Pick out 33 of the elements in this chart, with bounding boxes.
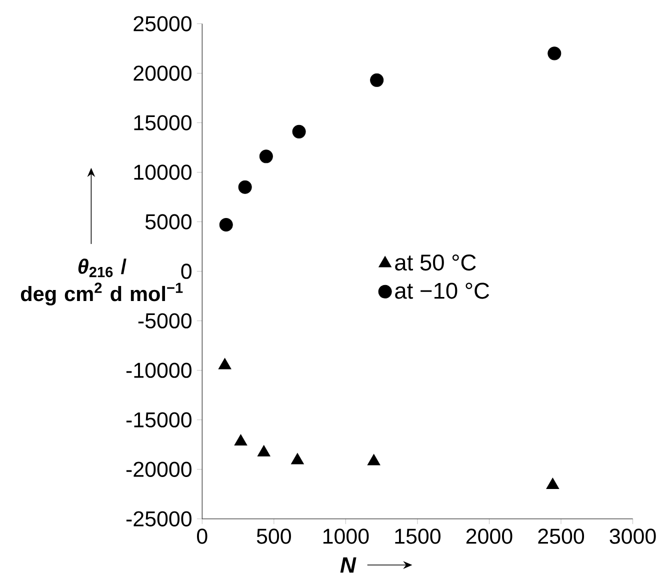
y-tick-label: -20000 bbox=[126, 462, 192, 477]
y-tick-label: 5000 bbox=[145, 214, 192, 230]
point bbox=[290, 452, 304, 464]
x-tick-label: 2500 bbox=[538, 528, 584, 544]
y-tick-label: -10000 bbox=[126, 362, 192, 378]
legend-label: at −10 °C bbox=[395, 282, 490, 299]
point bbox=[548, 46, 562, 60]
x-tick-label: 1000 bbox=[323, 528, 369, 544]
point bbox=[370, 73, 384, 87]
point bbox=[292, 124, 306, 138]
point bbox=[219, 218, 233, 232]
legend-label: at 50 °C bbox=[395, 254, 476, 270]
x-tick-label: 1500 bbox=[395, 528, 440, 544]
y-tick-label: -15000 bbox=[126, 412, 192, 428]
point bbox=[546, 478, 560, 489]
y-tick-label: 25000 bbox=[134, 16, 192, 32]
x-axis-title: N bbox=[340, 557, 356, 572]
point bbox=[234, 434, 248, 446]
point bbox=[257, 444, 270, 456]
point bbox=[259, 149, 273, 163]
y-tick-label: 15000 bbox=[134, 114, 192, 130]
x-tick-label: 500 bbox=[256, 528, 291, 544]
y-tick-label: 10000 bbox=[134, 164, 192, 180]
x-tick-label: 0 bbox=[197, 528, 208, 544]
x-tick-label: 3000 bbox=[610, 528, 656, 544]
point bbox=[218, 358, 232, 369]
point bbox=[367, 454, 380, 466]
y-tick-label: 0 bbox=[181, 263, 192, 279]
y-tick-label: -5000 bbox=[138, 312, 192, 328]
x-tick-label: 2000 bbox=[466, 528, 512, 544]
point bbox=[238, 180, 252, 194]
y-tick-label: 20000 bbox=[134, 65, 192, 81]
y-tick-label: -25000 bbox=[126, 511, 192, 526]
